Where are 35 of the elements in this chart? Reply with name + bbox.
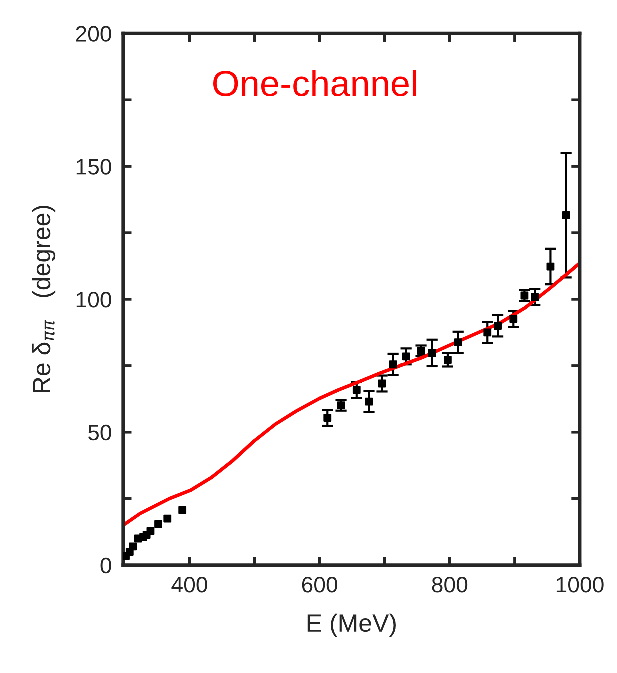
point	[129, 542, 138, 551]
x-tick-label: 600	[302, 577, 338, 593]
point	[531, 293, 540, 302]
point	[546, 262, 555, 271]
point	[417, 347, 426, 356]
text: Re δ$_{ππ}$ (degree)	[32, 206, 56, 393]
point	[520, 292, 529, 300]
point	[510, 315, 518, 324]
y-tick-label: 150	[76, 159, 112, 175]
x-tick-label: 400	[172, 577, 208, 593]
point	[154, 520, 162, 528]
x-tick-label: 1000	[556, 577, 604, 593]
point	[428, 349, 436, 358]
point	[324, 414, 332, 422]
annotation: One-channel	[213, 70, 416, 97]
point	[146, 527, 155, 536]
point	[178, 506, 187, 514]
point	[389, 360, 398, 369]
point	[562, 212, 570, 220]
point	[365, 398, 374, 406]
point	[444, 356, 452, 364]
x-axis-title: E (MeV)	[308, 614, 396, 638]
point	[494, 322, 502, 330]
y-tick-label: 0	[100, 558, 112, 574]
point	[164, 514, 172, 523]
point	[378, 380, 386, 388]
point	[454, 338, 462, 346]
point	[352, 386, 361, 394]
point	[484, 328, 492, 337]
y-tick-label: 200	[76, 26, 112, 42]
y-tick-label: 50	[88, 424, 112, 441]
y-tick-label: 100	[76, 292, 112, 308]
line-series	[123, 262, 580, 528]
point	[402, 352, 410, 361]
x-tick-label: 800	[432, 577, 468, 593]
